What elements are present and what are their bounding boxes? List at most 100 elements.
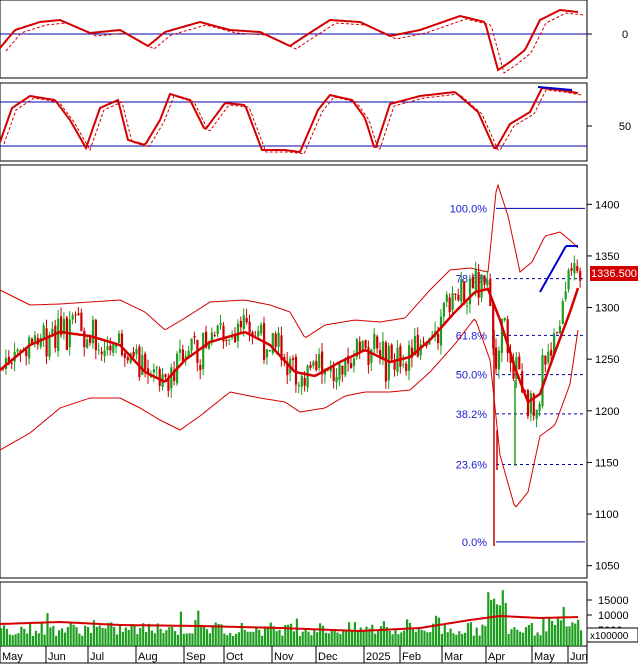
candle-body xyxy=(344,358,347,376)
volume-bar xyxy=(342,629,345,646)
volume-bar xyxy=(81,635,84,646)
volume-bar xyxy=(0,628,3,646)
volume-bar xyxy=(23,628,26,646)
volume-bar xyxy=(321,625,325,646)
candle-body xyxy=(147,368,150,375)
candle-body xyxy=(405,363,408,371)
candle-body xyxy=(558,325,561,334)
volume-bar xyxy=(121,631,124,646)
time-axis-label: Feb xyxy=(402,651,421,663)
candle-body xyxy=(286,361,289,376)
volume-bar xyxy=(461,633,464,646)
volume-bar xyxy=(464,632,467,646)
volume-bar xyxy=(188,633,191,646)
candle-body xyxy=(239,321,242,328)
candle-body xyxy=(54,325,57,349)
candle-body xyxy=(74,314,77,316)
candle-body xyxy=(335,376,338,383)
candle-body xyxy=(466,305,469,307)
candle-body xyxy=(309,364,312,368)
volume-bar xyxy=(84,625,87,646)
volume-bar xyxy=(545,631,548,646)
candle-body xyxy=(393,360,396,370)
candle-body xyxy=(350,363,353,368)
candle-body xyxy=(312,361,315,366)
price-axis-label: 1050 xyxy=(595,561,619,573)
candle-body xyxy=(219,323,222,326)
candle-body xyxy=(48,335,51,357)
candle-body xyxy=(173,369,176,382)
candle-body xyxy=(257,330,260,337)
price-axis-label: 1100 xyxy=(595,509,619,521)
candle-body xyxy=(31,338,34,344)
stochastic-tick-label: 50 xyxy=(619,121,631,133)
candle-body xyxy=(564,291,567,300)
volume-bar xyxy=(113,626,116,646)
volume-bar xyxy=(234,633,238,646)
stochastic-signal-line xyxy=(3,89,583,155)
volume-bar xyxy=(556,618,559,646)
candle-body xyxy=(413,336,416,356)
volume-bar xyxy=(205,629,209,646)
candle-body xyxy=(62,319,66,333)
volume-bar xyxy=(278,629,281,646)
volume-bar xyxy=(484,625,487,646)
volume-bar xyxy=(516,629,519,646)
candle-body xyxy=(7,356,10,365)
volume-bar xyxy=(139,627,142,646)
candle-body xyxy=(152,369,155,373)
volume-bar xyxy=(295,618,298,646)
volume-bar xyxy=(55,635,58,646)
last-price-badge xyxy=(590,266,638,281)
volume-bar xyxy=(388,630,391,646)
volume-bar xyxy=(46,613,49,646)
volume-bar xyxy=(316,632,319,646)
volume-bar xyxy=(220,624,223,646)
volume-bar xyxy=(266,626,269,646)
candle-body xyxy=(265,349,269,358)
candle-body xyxy=(445,294,448,302)
volume-bar xyxy=(324,632,327,646)
volume-bar xyxy=(116,634,119,646)
volume-bar xyxy=(510,629,513,646)
volume-bar xyxy=(423,630,426,646)
volume-bar xyxy=(34,630,37,646)
volume-bar xyxy=(263,626,267,646)
volume-bar xyxy=(240,622,243,646)
volume-bar xyxy=(469,622,472,646)
volume-tick-label-10000: 10000 xyxy=(598,610,629,622)
candle-body xyxy=(118,333,121,343)
candle-body xyxy=(190,338,193,351)
volume-bar xyxy=(472,635,475,646)
candle-body xyxy=(297,384,300,387)
volume-bar xyxy=(159,628,162,646)
volume-bar xyxy=(182,633,185,646)
candle-body xyxy=(541,354,544,407)
volume-bar xyxy=(203,626,206,646)
volume-bar xyxy=(130,624,133,646)
volume-bar xyxy=(487,592,490,646)
candle-body xyxy=(260,324,263,334)
candle-body xyxy=(234,334,237,343)
time-axis-label: Oct xyxy=(226,651,243,663)
volume-bar xyxy=(536,632,539,646)
candle-body xyxy=(384,342,387,382)
volume-bar xyxy=(440,633,443,646)
volume-bar xyxy=(127,630,130,646)
candle-body xyxy=(437,333,440,344)
candle-body xyxy=(486,280,489,286)
candle-body xyxy=(390,344,393,360)
candle-body xyxy=(228,339,231,341)
candle-body xyxy=(213,335,216,337)
volume-bar xyxy=(353,622,356,646)
volume-bar xyxy=(281,635,284,646)
candle-body xyxy=(495,347,498,369)
volume-bar xyxy=(374,633,377,646)
candle-body xyxy=(205,331,208,348)
candle-body xyxy=(497,350,501,370)
candle-body xyxy=(381,341,385,359)
volume-bar xyxy=(185,633,188,646)
candle-body xyxy=(123,353,126,358)
candle-body xyxy=(100,351,103,354)
candle-body xyxy=(210,332,213,341)
